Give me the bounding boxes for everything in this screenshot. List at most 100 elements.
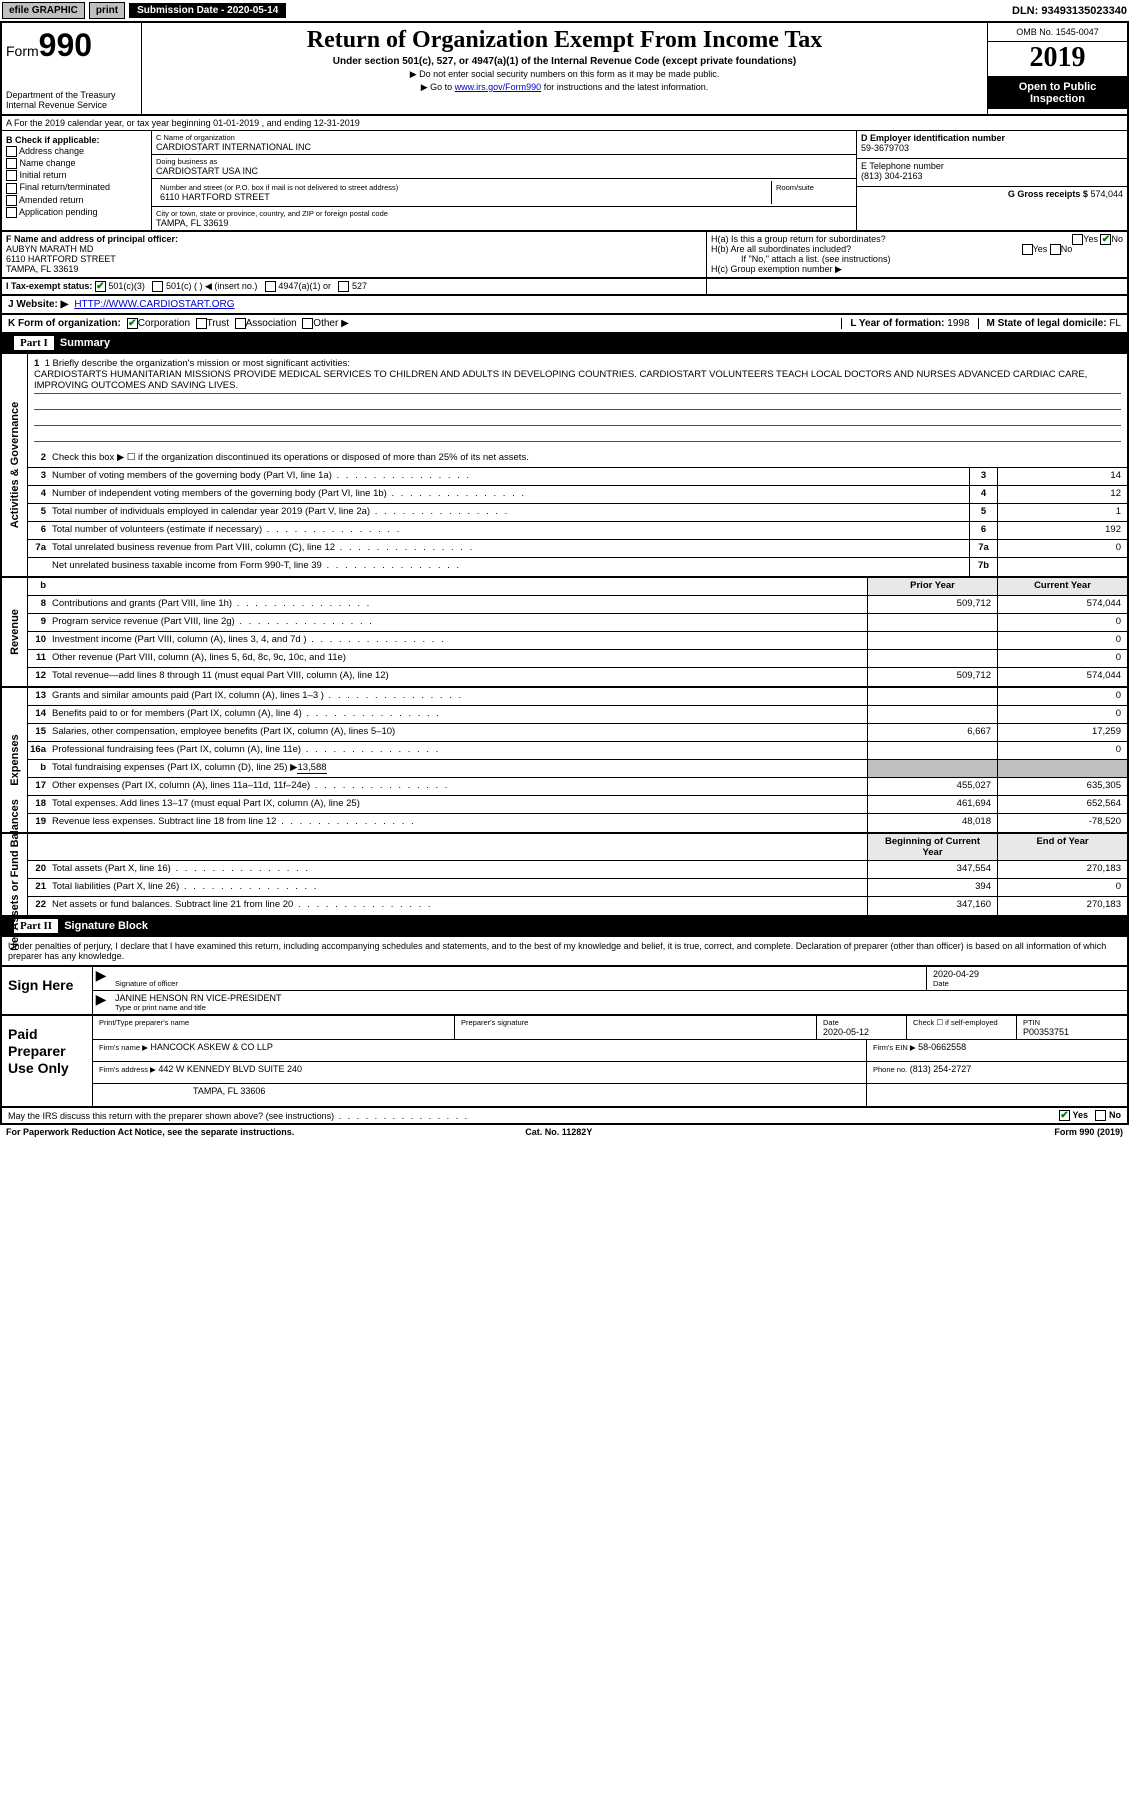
chk-trust[interactable] (196, 318, 207, 329)
org-name-label: C Name of organization (156, 133, 852, 142)
row-f-h: F Name and address of principal officer:… (0, 232, 1129, 279)
irs-label: Internal Revenue Service (6, 100, 137, 110)
col-c: C Name of organization CARDIOSTART INTER… (152, 131, 857, 230)
line-19-cy: -78,520 (997, 814, 1127, 832)
line-17-py: 455,027 (867, 778, 997, 795)
cat-no: Cat. No. 11282Y (525, 1127, 592, 1137)
ptin-label: PTIN (1023, 1018, 1121, 1027)
chk-initial-return[interactable]: Initial return (6, 170, 147, 181)
col-b-label: B Check if applicable: (6, 135, 147, 145)
line-19-py: 48,018 (867, 814, 997, 832)
chk-amended[interactable]: Amended return (6, 195, 147, 206)
line-20-cy: 270,183 (997, 861, 1127, 878)
paid-preparer-label: Paid Preparer Use Only (2, 1016, 92, 1106)
website-label: J Website: ▶ (8, 299, 68, 310)
tax-year: 2019 (988, 42, 1127, 77)
gross-receipts-label: G Gross receipts $ (1008, 189, 1088, 199)
line-8-py: 509,712 (867, 596, 997, 613)
row-a-taxyear: A For the 2019 calendar year, or tax yea… (0, 116, 1129, 131)
line-12-py: 509,712 (867, 668, 997, 686)
head-prior-year: Prior Year (867, 578, 997, 595)
side-netassets: Net Assets or Fund Balances (2, 834, 28, 915)
line-11-py (867, 650, 997, 667)
line-10-cy: 0 (997, 632, 1127, 649)
part-i-title: Summary (60, 337, 110, 349)
line-21-py: 394 (867, 879, 997, 896)
form-header: Form990 Department of the Treasury Inter… (0, 23, 1129, 116)
org-name: CARDIOSTART INTERNATIONAL INC (156, 142, 852, 152)
line-16a-cy: 0 (997, 742, 1127, 759)
website-link[interactable]: HTTP://WWW.CARDIOSTART.ORG (74, 299, 234, 310)
chk-4947[interactable] (265, 281, 276, 292)
chk-other[interactable] (302, 318, 313, 329)
line-12: Total revenue—add lines 8 through 11 (mu… (50, 668, 867, 686)
city-label: City or town, state or province, country… (156, 209, 852, 218)
footer-discuss: May the IRS discuss this return with the… (0, 1108, 1129, 1125)
chk-501c3[interactable] (95, 281, 106, 292)
print-button[interactable]: print (89, 2, 125, 19)
chk-application-pending[interactable]: Application pending (6, 207, 147, 218)
chk-501c[interactable] (152, 281, 163, 292)
line-9-cy: 0 (997, 614, 1127, 631)
line-5-val: 1 (997, 504, 1127, 521)
netassets-block: Net Assets or Fund Balances Beginning of… (0, 834, 1129, 917)
line-2: Check this box ▶ ☐ if the organization d… (50, 450, 1127, 467)
line-9-py (867, 614, 997, 631)
chk-corporation[interactable] (127, 318, 138, 329)
discuss-label: May the IRS discuss this return with the… (8, 1111, 469, 1121)
signature-intro: Under penalties of perjury, I declare th… (0, 937, 1129, 967)
revenue-block: Revenue bPrior YearCurrent Year 8Contrib… (0, 578, 1129, 688)
state-domicile: FL (1109, 318, 1121, 329)
line-6: Total number of volunteers (estimate if … (50, 522, 969, 539)
form-number: Form990 (6, 27, 137, 64)
efile-button[interactable]: efile GRAPHIC (2, 2, 85, 19)
head-current-year: Current Year (997, 578, 1127, 595)
ein-label: D Employer identification number (861, 133, 1123, 143)
street: 6110 HARTFORD STREET (160, 192, 767, 202)
line-20-py: 347,554 (867, 861, 997, 878)
form-org-label: K Form of organization: (8, 318, 121, 329)
sign-here-block: Sign Here ▶ Signature of officer 2020-04… (0, 967, 1129, 1016)
line-22-cy: 270,183 (997, 897, 1127, 915)
phone-label: E Telephone number (861, 161, 1123, 171)
officer-label: F Name and address of principal officer: (6, 234, 702, 244)
h-c: H(c) Group exemption number ▶ (711, 264, 1123, 275)
firm-addr-label: Firm's address ▶ (99, 1065, 156, 1074)
line-9: Program service revenue (Part VIII, line… (50, 614, 867, 631)
submission-date: Submission Date - 2020-05-14 (129, 3, 286, 18)
firm-addr2: TAMPA, FL 33606 (93, 1084, 867, 1106)
phone-value: (813) 304-2163 (861, 171, 1123, 181)
chk-address-change[interactable]: Address change (6, 146, 147, 157)
line-16a: Professional fundraising fees (Part IX, … (50, 742, 867, 759)
head-beg-year: Beginning of Current Year (867, 834, 997, 860)
ein-value: 59-3679703 (861, 143, 1123, 153)
discuss-no[interactable] (1095, 1110, 1106, 1121)
line-4: Number of independent voting members of … (50, 486, 969, 503)
state-domicile-label: M State of legal domicile: (987, 318, 1107, 329)
discuss-yes[interactable] (1059, 1110, 1070, 1121)
line-14-cy: 0 (997, 706, 1127, 723)
form-note-1: ▶ Do not enter social security numbers o… (146, 69, 983, 80)
line-15-py: 6,667 (867, 724, 997, 741)
irs-link[interactable]: www.irs.gov/Form990 (455, 82, 542, 92)
officer-name: AUBYN MARATH MD (6, 244, 702, 254)
chk-association[interactable] (235, 318, 246, 329)
pp-check[interactable]: Check ☐ if self-employed (907, 1016, 1017, 1039)
line-18-py: 461,694 (867, 796, 997, 813)
chk-final-return[interactable]: Final return/terminated (6, 182, 147, 193)
line-18: Total expenses. Add lines 13–17 (must eq… (50, 796, 867, 813)
line-10-py (867, 632, 997, 649)
arrow-icon: ▶ (93, 991, 109, 1014)
head-end-year: End of Year (997, 834, 1127, 860)
chk-527[interactable] (338, 281, 349, 292)
part-ii-title: Signature Block (64, 920, 148, 932)
line-20: Total assets (Part X, line 16) (50, 861, 867, 878)
line-22-py: 347,160 (867, 897, 997, 915)
chk-name-change[interactable]: Name change (6, 158, 147, 169)
line-4-val: 12 (997, 486, 1127, 503)
sig-officer-label: Signature of officer (115, 979, 920, 988)
footer-line: For Paperwork Reduction Act Notice, see … (0, 1125, 1129, 1139)
part-i-num: Part I (14, 336, 54, 350)
expenses-block: Expenses 13Grants and similar amounts pa… (0, 688, 1129, 834)
line-16b: Total fundraising expenses (Part IX, col… (50, 760, 867, 777)
